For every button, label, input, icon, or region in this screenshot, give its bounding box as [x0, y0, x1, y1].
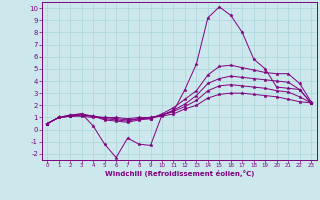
X-axis label: Windchill (Refroidissement éolien,°C): Windchill (Refroidissement éolien,°C): [105, 170, 254, 177]
